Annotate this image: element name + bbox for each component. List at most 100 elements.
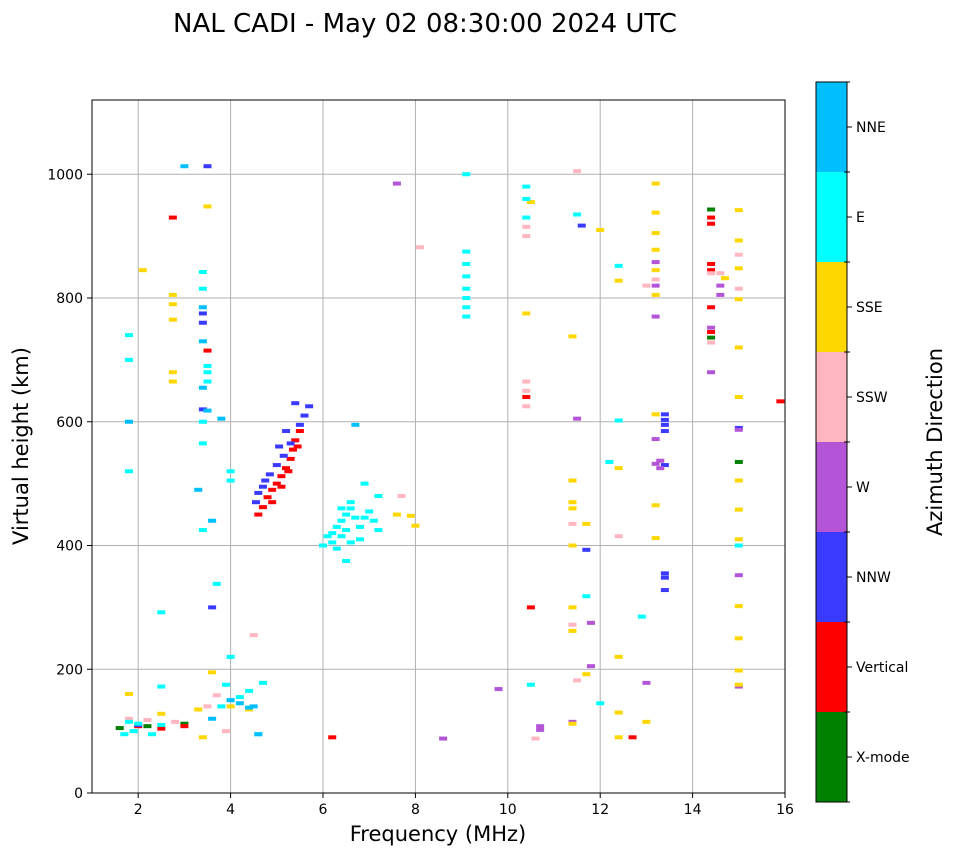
data-point [198,305,207,310]
data-point [660,429,669,434]
data-point [143,724,152,729]
data-point [208,605,217,610]
data-point [279,453,288,458]
data-point [355,524,364,529]
data-point [168,302,177,307]
data-point [651,181,660,186]
data-point [328,540,337,545]
colorbar-label: SSE [856,300,883,316]
data-point [522,404,531,409]
data-point [124,692,133,696]
data-point [286,456,295,461]
data-point [365,509,374,514]
data-point [416,245,425,250]
y-axis-ticks: 0 200 400 600 800 1000 [47,167,92,802]
data-point [342,558,351,563]
data-point [637,614,646,619]
colorbar-segment [816,712,847,802]
colorbar-label: NNW [856,570,891,586]
data-point [168,370,177,375]
data-point [374,528,383,533]
data-point [138,268,147,273]
data-point [573,678,582,683]
y-tick-label: 0 [74,786,83,802]
data-point [374,494,383,498]
data-point [168,292,177,297]
data-point [614,278,623,283]
data-point [776,399,785,404]
x-tick-label: 2 [134,802,143,818]
data-point [291,401,300,406]
data-point [734,427,743,432]
data-point [392,512,401,517]
data-point [203,164,212,169]
data-point [577,223,586,228]
data-point [614,466,623,471]
data-point [462,249,471,254]
data-point [245,688,254,693]
plot-frame [91,99,786,794]
data-point [208,670,217,675]
data-point [734,543,743,548]
data-point [614,654,623,659]
y-tick-label: 400 [56,539,83,555]
data-point [226,478,235,483]
data-points [115,164,785,741]
data-point [734,507,743,512]
data-point [707,330,716,335]
data-point [337,534,346,539]
data-point [531,736,540,741]
data-point [462,296,471,300]
data-point [522,215,531,220]
data-point [614,263,623,268]
data-point [180,724,189,729]
data-point [605,459,614,464]
data-point [208,518,217,523]
data-point [217,416,226,421]
data-point [716,292,725,297]
data-point [406,513,415,518]
data-point [522,395,531,399]
data-point [124,419,133,424]
data-point [157,610,166,615]
data-point [573,212,582,217]
colorbar-label: E [856,210,865,226]
data-point [651,503,660,508]
data-point [462,305,471,310]
data-point [351,422,360,427]
data-point [651,210,660,215]
data-point [651,437,660,442]
data-point [198,385,207,390]
data-point [716,283,725,288]
data-point [212,581,221,586]
colorbar-label: SSW [856,390,888,406]
data-point [614,735,623,740]
data-point [734,286,743,291]
data-point [660,463,669,468]
data-point [249,633,258,638]
data-point [707,335,716,340]
data-point [171,719,180,724]
data-point [124,716,133,721]
data-point [720,276,729,281]
colorbar: X-mode Vertical NNW W SSW SSE E NNE [815,81,910,803]
series-nne [124,164,360,737]
data-point [651,412,660,417]
data-point [462,274,471,279]
colorbar-segment [816,262,847,352]
data-point [716,271,725,276]
data-point [522,184,531,189]
data-point [157,684,166,689]
colorbar-frame [815,81,848,803]
data-point [707,370,716,375]
data-point [249,704,258,709]
data-point [198,735,207,740]
data-point [226,704,235,709]
data-point [265,472,274,477]
data-point [568,543,577,548]
colorbar-segment [816,532,847,622]
data-point [346,500,355,505]
data-point [342,528,351,533]
series-ssw [124,169,743,741]
data-point [411,523,420,528]
